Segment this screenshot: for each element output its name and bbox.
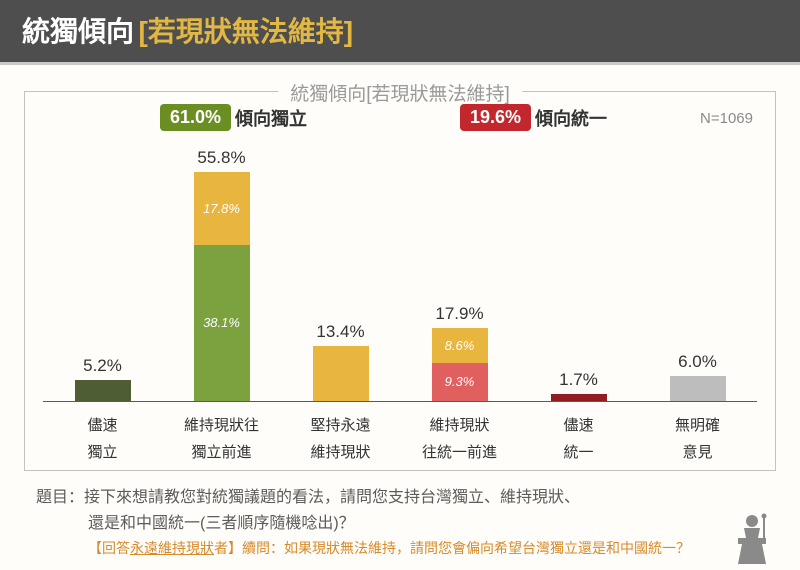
podium-icon	[732, 512, 772, 568]
bar-column: 55.8% 38.1%17.8% 維持現狀往 獨立前進	[162, 148, 281, 462]
sample-size: N=1069	[700, 110, 753, 127]
bar-column: 6.0% 無明確 意見	[638, 352, 757, 462]
category-label: 儘速 獨立	[87, 412, 117, 462]
bar-stack: 9.3%8.6%	[432, 328, 488, 401]
bar-stack	[313, 346, 369, 401]
chart-title: 統獨傾向[若現狀無法維持]	[278, 79, 522, 106]
question-line1: 接下來想請教您對統獨議題的看法，請問您支持台灣獨立、維持現狀、	[84, 489, 580, 506]
chart-container: 統獨傾向[若現狀無法維持] N=1069 61.0%傾向獨立19.6%傾向統一 …	[24, 91, 776, 471]
bar-column: 5.2% 儘速 獨立	[43, 356, 162, 462]
category-label: 無明確 意見	[675, 412, 720, 462]
bar-stack	[551, 394, 607, 401]
bar-segment: 9.3%	[432, 363, 488, 401]
bar-total-label: 55.8%	[197, 148, 245, 168]
bar-segment	[551, 394, 607, 401]
baseline	[162, 401, 281, 402]
bar-segment: 38.1%	[194, 245, 250, 401]
bar-segment	[75, 380, 131, 401]
baseline	[638, 401, 757, 402]
header-sub: [若現狀無法維持]	[138, 16, 353, 47]
summary-pct: 19.6%	[460, 104, 531, 131]
category-label: 儘速 統一	[563, 412, 593, 462]
bar-stack	[670, 376, 726, 401]
question-prefix: 題目：	[36, 489, 84, 506]
bar-segment: 8.6%	[432, 328, 488, 363]
question-block: 題目：接下來想請教您對統獨議題的看法，請問您支持台灣獨立、維持現狀、 還是和中國…	[36, 485, 764, 562]
category-label: 堅持永遠 維持現狀	[310, 412, 370, 462]
baseline	[519, 401, 638, 402]
summary-text: 傾向統一	[535, 105, 607, 131]
bars-area: 5.2%儘速 獨立55.8%38.1%17.8%維持現狀往 獨立前進13.4%堅…	[43, 152, 757, 462]
summary-pill: 19.6%傾向統一	[460, 104, 607, 131]
category-label: 維持現狀往 獨立前進	[184, 412, 259, 462]
bar-stack: 38.1%17.8%	[194, 172, 250, 401]
bar-stack	[75, 380, 131, 401]
summary-pct: 61.0%	[160, 104, 231, 131]
bar-column: 13.4% 堅持永遠 維持現狀	[281, 322, 400, 462]
category-label: 維持現狀 往統一前進	[422, 412, 497, 462]
baseline	[400, 401, 519, 402]
baseline	[43, 401, 162, 402]
bar-total-label: 5.2%	[83, 356, 122, 376]
followup-underline: 永遠維持現狀	[130, 540, 214, 556]
bar-segment	[670, 376, 726, 401]
bar-column: 17.9% 9.3%8.6% 維持現狀 往統一前進	[400, 304, 519, 462]
bar-total-label: 13.4%	[316, 322, 364, 342]
page-header: 統獨傾向 [若現狀無法維持]	[0, 0, 800, 65]
bar-total-label: 6.0%	[678, 352, 717, 372]
bar-column: 1.7% 儘速 統一	[519, 370, 638, 462]
bar-segment	[313, 346, 369, 401]
followup-prefix: 【回答	[88, 540, 130, 556]
baseline	[281, 401, 400, 402]
bar-total-label: 1.7%	[559, 370, 598, 390]
bar-total-label: 17.9%	[435, 304, 483, 324]
summary-pill: 61.0%傾向獨立	[160, 104, 307, 131]
bar-segment: 17.8%	[194, 172, 250, 245]
followup-suffix: 者】續問：如果現狀無法維持，請問您會偏向希望台灣獨立還是和中國統一？	[214, 540, 690, 556]
question-line2: 還是和中國統一(三者順序隨機唸出)？	[88, 515, 355, 532]
header-main: 統獨傾向	[22, 16, 134, 47]
summary-text: 傾向獨立	[235, 105, 307, 131]
